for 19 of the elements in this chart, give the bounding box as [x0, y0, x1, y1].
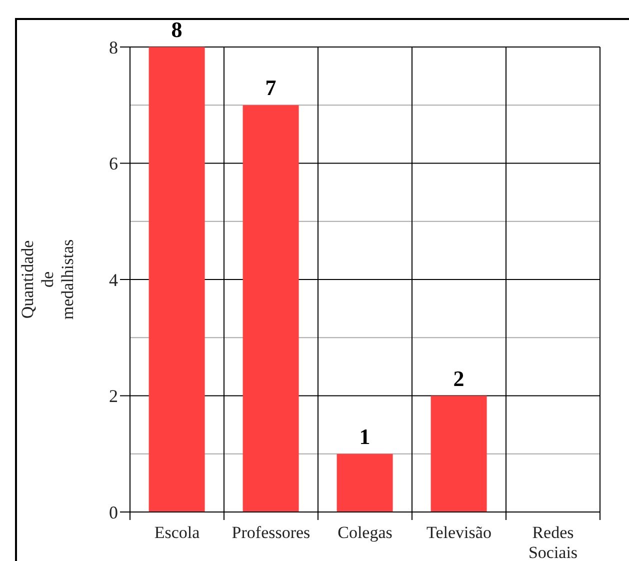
x-tick-label: Redes Sociais — [528, 523, 578, 561]
data-label: 8 — [171, 17, 182, 42]
y-tick-label: 8 — [109, 37, 118, 58]
data-label: 2 — [453, 366, 464, 391]
bar — [148, 47, 205, 512]
y-tick-label: 2 — [109, 386, 118, 406]
bar — [430, 396, 487, 512]
x-tick-label: Colegas — [338, 523, 392, 542]
data-label: 1 — [359, 424, 370, 449]
y-tick-label: 0 — [109, 502, 118, 522]
y-tick-label: 6 — [109, 154, 118, 174]
x-tick-label: Televisão — [426, 523, 492, 542]
data-label: 7 — [265, 75, 276, 100]
bar — [336, 454, 393, 512]
x-tick-label: Professores — [232, 523, 310, 542]
bar — [242, 105, 299, 512]
y-tick-label: 4 — [109, 270, 118, 290]
y-axis-title: Quantidade de medalhistas — [18, 239, 77, 320]
x-tick-label: Escola — [154, 523, 200, 542]
